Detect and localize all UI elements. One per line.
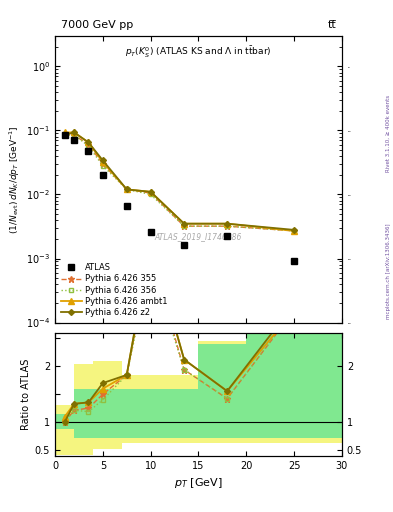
- Pythia 6.426 356: [225, 223, 230, 229]
- Pythia 6.426 356: [62, 132, 67, 138]
- Text: Rivet 3.1.10, ≥ 400k events: Rivet 3.1.10, ≥ 400k events: [386, 95, 391, 172]
- ATLAS: [182, 242, 187, 248]
- Pythia 6.426 z2: [182, 221, 187, 227]
- ATLAS: [125, 203, 129, 209]
- ATLAS: [148, 229, 153, 235]
- Text: $p_T(K^0_S)$ (ATLAS KS and $\Lambda$ in t$\bar{\mathrm{t}}$bar): $p_T(K^0_S)$ (ATLAS KS and $\Lambda$ in …: [125, 45, 272, 60]
- X-axis label: $p_T$ [GeV]: $p_T$ [GeV]: [174, 476, 223, 490]
- Line: ATLAS: ATLAS: [61, 132, 297, 265]
- Pythia 6.426 355: [182, 223, 187, 229]
- ATLAS: [62, 132, 67, 138]
- Y-axis label: Ratio to ATLAS: Ratio to ATLAS: [20, 358, 31, 430]
- Pythia 6.426 356: [125, 186, 129, 193]
- Pythia 6.426 356: [72, 132, 77, 138]
- Pythia 6.426 356: [292, 228, 296, 234]
- Pythia 6.426 z2: [62, 132, 67, 138]
- Pythia 6.426 ambt1: [148, 189, 153, 195]
- Text: ATLAS_2019_I1746286: ATLAS_2019_I1746286: [155, 232, 242, 241]
- ATLAS: [101, 172, 105, 178]
- Text: tt̅: tt̅: [327, 20, 336, 30]
- Pythia 6.426 355: [148, 190, 153, 196]
- Text: 7000 GeV pp: 7000 GeV pp: [61, 20, 133, 30]
- Pythia 6.426 356: [86, 143, 91, 149]
- Pythia 6.426 355: [72, 132, 77, 138]
- Text: mcplots.cern.ch [arXiv:1306.3436]: mcplots.cern.ch [arXiv:1306.3436]: [386, 224, 391, 319]
- Pythia 6.426 355: [225, 223, 230, 229]
- Pythia 6.426 355: [125, 186, 129, 193]
- Pythia 6.426 ambt1: [62, 130, 67, 136]
- ATLAS: [86, 148, 91, 154]
- Legend: ATLAS, Pythia 6.426 355, Pythia 6.426 356, Pythia 6.426 ambt1, Pythia 6.426 z2: ATLAS, Pythia 6.426 355, Pythia 6.426 35…: [59, 262, 169, 318]
- Pythia 6.426 355: [101, 161, 105, 167]
- Pythia 6.426 356: [182, 223, 187, 229]
- Pythia 6.426 355: [86, 142, 91, 148]
- Pythia 6.426 ambt1: [101, 159, 105, 165]
- ATLAS: [225, 233, 230, 239]
- Line: Pythia 6.426 356: Pythia 6.426 356: [62, 133, 297, 233]
- Pythia 6.426 z2: [225, 221, 230, 227]
- Pythia 6.426 ambt1: [125, 186, 129, 193]
- Pythia 6.426 355: [292, 228, 296, 234]
- Pythia 6.426 z2: [72, 130, 77, 136]
- Line: Pythia 6.426 355: Pythia 6.426 355: [61, 132, 298, 234]
- Pythia 6.426 z2: [292, 227, 296, 233]
- Pythia 6.426 ambt1: [86, 139, 91, 145]
- Pythia 6.426 ambt1: [182, 221, 187, 227]
- Pythia 6.426 z2: [125, 186, 129, 193]
- Pythia 6.426 z2: [148, 189, 153, 195]
- Line: Pythia 6.426 ambt1: Pythia 6.426 ambt1: [61, 130, 297, 234]
- Pythia 6.426 356: [101, 163, 105, 169]
- Pythia 6.426 ambt1: [292, 228, 296, 234]
- Pythia 6.426 z2: [101, 157, 105, 163]
- Y-axis label: $(1/N_\mathrm{evt})\,dN_K/dp_T\;[\mathrm{GeV}^{-1}]$: $(1/N_\mathrm{evt})\,dN_K/dp_T\;[\mathrm…: [7, 125, 22, 233]
- ATLAS: [72, 137, 77, 143]
- Pythia 6.426 355: [62, 132, 67, 138]
- Pythia 6.426 ambt1: [72, 130, 77, 136]
- Pythia 6.426 z2: [86, 139, 91, 145]
- ATLAS: [292, 259, 296, 265]
- Line: Pythia 6.426 z2: Pythia 6.426 z2: [62, 131, 296, 232]
- Pythia 6.426 ambt1: [225, 221, 230, 227]
- Pythia 6.426 356: [148, 191, 153, 198]
